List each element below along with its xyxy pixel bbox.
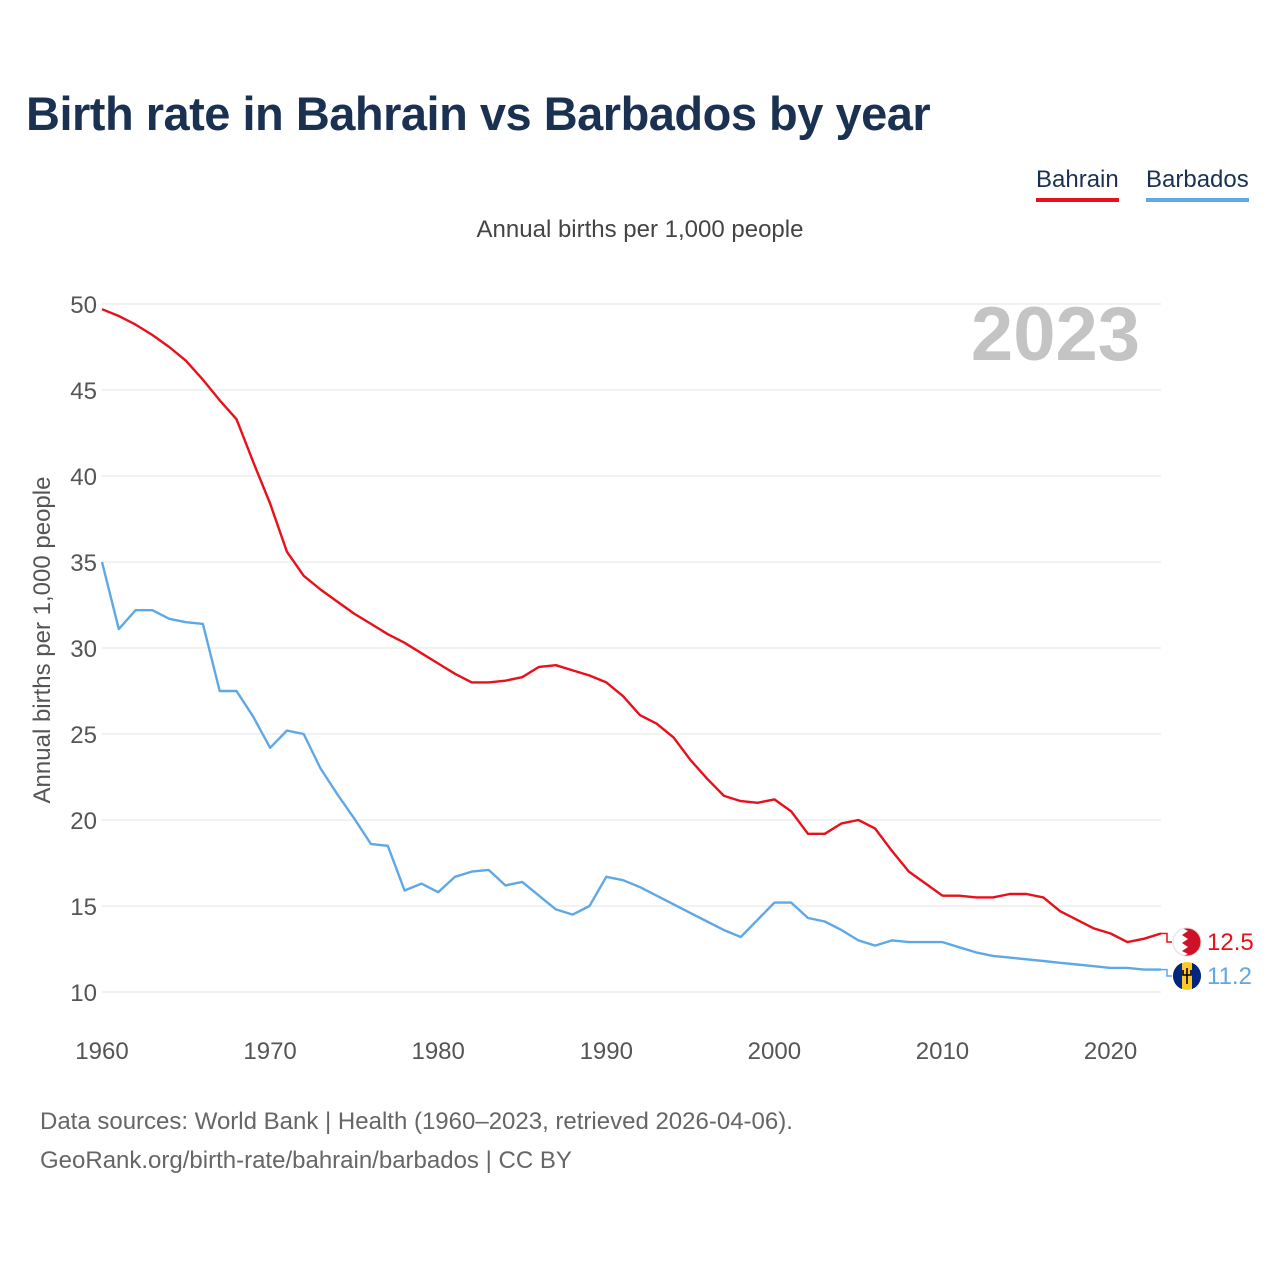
series-line-bahrain bbox=[101, 308, 1162, 944]
x-tick-label: 1970 bbox=[243, 1038, 296, 1065]
end-value-label: 12.5 bbox=[1207, 929, 1254, 956]
x-axis-ticks: 1960 1970 1980 1990 2000 2010 2020 bbox=[75, 1038, 1137, 1065]
x-tick-label: 1990 bbox=[580, 1038, 633, 1065]
x-tick-label: 2010 bbox=[916, 1038, 969, 1065]
source-note: Data sources: World Bank | Health (1960–… bbox=[40, 1108, 793, 1135]
y-tick-label: 15 bbox=[70, 894, 97, 921]
legend-swatch bbox=[1036, 198, 1119, 202]
y-tick-label: 45 bbox=[70, 378, 97, 405]
y-tick-label: 35 bbox=[70, 550, 97, 577]
end-value-label: 11.2 bbox=[1207, 963, 1252, 990]
y-tick-label: 40 bbox=[70, 464, 97, 491]
source-url[interactable]: GeoRank.org/birth-rate/bahrain/barbados … bbox=[40, 1147, 572, 1174]
series-lines bbox=[100, 308, 1162, 971]
legend-label: Barbados bbox=[1146, 166, 1249, 193]
legend-item-barbados[interactable]: Barbados bbox=[1146, 166, 1249, 202]
y-tick-label: 30 bbox=[70, 636, 97, 663]
y-tick-label: 10 bbox=[70, 980, 97, 1007]
end-connector bbox=[1161, 932, 1172, 943]
gridlines bbox=[102, 303, 1161, 993]
y-tick-label: 50 bbox=[70, 292, 97, 319]
end-connector bbox=[1161, 968, 1172, 977]
x-tick-label: 2000 bbox=[748, 1038, 801, 1065]
line-chart: 10 15 20 25 30 35 40 45 50 1960 1970 1980 1990 2000 2… bbox=[29, 292, 1254, 1065]
y-tick-label: 20 bbox=[70, 808, 97, 835]
legend-item-bahrain[interactable]: Bahrain bbox=[1036, 166, 1119, 202]
chart-title: Birth rate in Bahrain vs Barbados by yea… bbox=[26, 87, 931, 140]
y-axis-ticks: 10 15 20 25 30 35 40 45 50 bbox=[70, 292, 97, 1007]
x-tick-label: 2020 bbox=[1084, 1038, 1137, 1065]
x-tick-label: 1980 bbox=[411, 1038, 464, 1065]
y-axis-label: Annual births per 1,000 people bbox=[29, 477, 56, 804]
end-labels: 12.5 11.2 bbox=[1161, 927, 1254, 990]
series-line-barbados bbox=[100, 561, 1161, 971]
legend-swatch bbox=[1146, 198, 1249, 202]
bahrain-flag-icon bbox=[1172, 927, 1202, 957]
chart-subtitle: Annual births per 1,000 people bbox=[476, 216, 804, 243]
barbados-flag-icon bbox=[1173, 962, 1201, 990]
y-tick-label: 25 bbox=[70, 722, 97, 749]
x-tick-label: 1960 bbox=[75, 1038, 128, 1065]
year-badge: 2023 bbox=[971, 292, 1140, 377]
legend-label: Bahrain bbox=[1036, 166, 1119, 193]
